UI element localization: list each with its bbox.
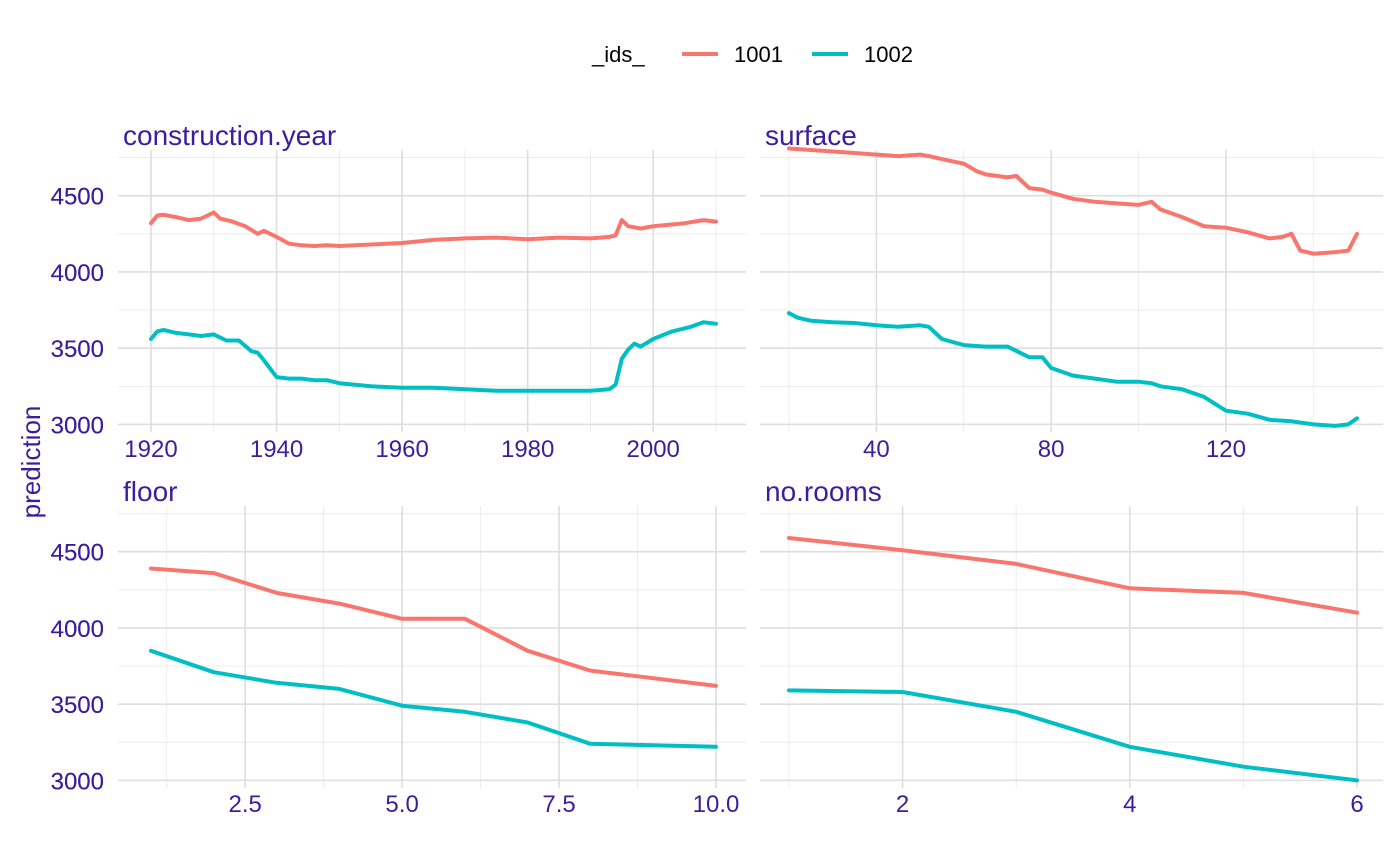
y-tick-label: 4500 — [51, 184, 104, 211]
x-tick-label: 2000 — [627, 436, 680, 463]
x-tick-label: 80 — [1038, 436, 1065, 463]
series-line-1002 — [149, 320, 718, 393]
y-tick-label: 4000 — [51, 260, 104, 287]
y-tick-label: 3500 — [51, 692, 104, 719]
facet-panels: 3000 3500 4000 4500 1920 1940 1960 1980 2000 cons… — [51, 120, 1383, 818]
series-line-1002 — [787, 688, 1359, 783]
y-tick-label: 4500 — [51, 540, 104, 567]
legend-label-1002: 1002 — [864, 42, 913, 67]
x-tick-label: 7.5 — [542, 791, 575, 818]
panel-surface: 3000 3500 4000 4500 40 80 120 surface — [51, 120, 1383, 463]
legend-title: _ids_ — [591, 42, 645, 67]
panel-title: construction.year — [123, 120, 336, 151]
panel-title: no.rooms — [765, 476, 882, 507]
y-tick-label: 4500 — [51, 184, 104, 211]
x-tick-label: 120 — [1206, 436, 1246, 463]
y-tick-label: 3500 — [51, 336, 104, 363]
x-tick-label: 6 — [1350, 791, 1363, 818]
panel-floor: 3000 3500 4000 4500 2.5 5.0 7.5 10.0 floor — [51, 476, 746, 818]
x-tick-label: 1960 — [375, 436, 428, 463]
series-line-1001 — [149, 210, 718, 248]
series-line-1001 — [149, 566, 718, 688]
series-line-1002 — [787, 311, 1359, 428]
legend-label-1001: 1001 — [734, 42, 783, 67]
x-tick-label: 1980 — [501, 436, 554, 463]
series-line-1001 — [787, 146, 1359, 256]
x-tick-label: 5.0 — [385, 791, 418, 818]
panel-no.rooms: 3000 3500 4000 4500 2 4 6 no.rooms — [51, 476, 1383, 818]
y-tick-label: 4000 — [51, 616, 104, 643]
y-tick-label: 3000 — [51, 412, 104, 439]
y-axis-title: prediction — [16, 406, 46, 519]
x-tick-label: 40 — [863, 436, 890, 463]
x-tick-label: 1920 — [124, 436, 177, 463]
y-tick-label: 3500 — [51, 336, 104, 363]
series-line-1001 — [787, 536, 1359, 615]
panel-title: surface — [765, 120, 857, 151]
legend: _ids_ 1001 1002 — [591, 42, 913, 67]
x-tick-label: 4 — [1123, 791, 1136, 818]
series-line-1002 — [149, 648, 718, 749]
x-tick-label: 2 — [896, 791, 909, 818]
y-tick-label: 4500 — [51, 540, 104, 567]
y-tick-label: 3000 — [51, 768, 104, 795]
y-tick-label: 3500 — [51, 692, 104, 719]
y-tick-label: 3000 — [51, 412, 104, 439]
panel-title: floor — [123, 476, 177, 507]
y-tick-label: 4000 — [51, 260, 104, 287]
panel-construction.year: 3000 3500 4000 4500 1920 1940 1960 1980 2000 cons… — [51, 120, 746, 463]
y-tick-label: 4000 — [51, 616, 104, 643]
x-tick-label: 10.0 — [693, 791, 740, 818]
x-tick-label: 1940 — [250, 436, 303, 463]
y-tick-label: 3000 — [51, 768, 104, 795]
x-tick-label: 2.5 — [228, 791, 261, 818]
